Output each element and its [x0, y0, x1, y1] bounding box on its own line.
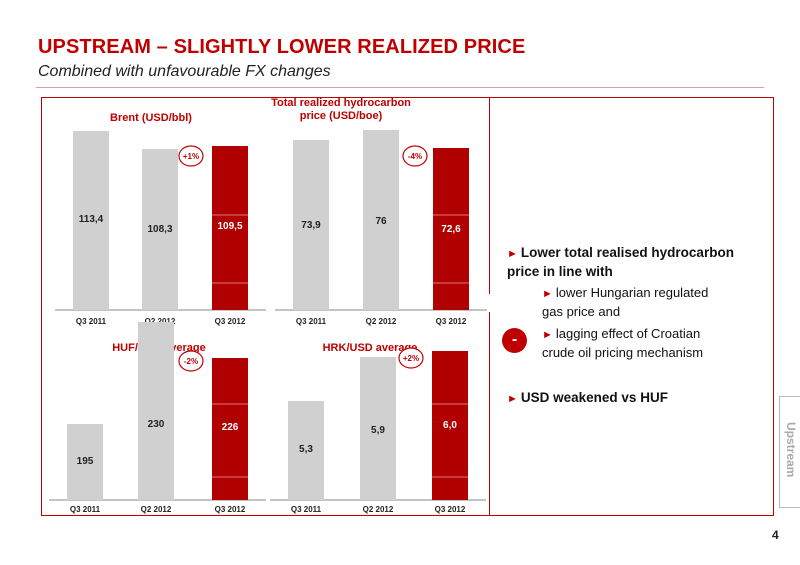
chart-tick-label: Q2 2012 [363, 505, 394, 514]
chart-data-label: 76 [375, 216, 387, 227]
chart-data-label: 113,4 [79, 214, 104, 225]
bullet-sub-1: ► lower Hungarian regulated gas price and [542, 284, 708, 321]
bullet-arrow-icon: ► [507, 248, 518, 260]
bullet-sub-2-line1: lagging effect of Croatian [555, 326, 701, 341]
chart-bar [360, 357, 396, 500]
chart-title-line2: price (USD/boe) [300, 110, 383, 122]
chart-bar [67, 424, 103, 500]
chart-tick-label: Q3 2012 [215, 317, 246, 326]
panel-divider-bottom [489, 312, 490, 516]
chart-data-label: 72,6 [441, 224, 461, 235]
section-tab[interactable] [779, 396, 800, 508]
chart-tick-label: Q3 2012 [215, 505, 246, 514]
chart-data-label: 108,3 [147, 224, 172, 235]
chart-title: Brent (USD/bbl) [110, 112, 192, 124]
chart-bar [212, 358, 248, 500]
negative-impact-badge: - [502, 328, 527, 353]
chart-tick-label: Q3 2011 [291, 505, 322, 514]
bullet-main-2-text: USD weakened vs HUF [520, 390, 668, 405]
content-frame [41, 97, 774, 516]
change-badge [178, 145, 204, 167]
chart-bar [73, 131, 109, 310]
bullet-sub-2: ► lagging effect of Croatian crude oil pr… [542, 325, 703, 362]
chart-tick-label: Q3 2011 [296, 317, 327, 326]
bullet-main-1-line2: price in line with [507, 264, 613, 279]
bullet-arrow-icon: ► [542, 329, 553, 341]
bullet-main-1-line1: Lower total realised hydrocarbon [520, 245, 734, 260]
chart-bar [363, 130, 399, 310]
chart-bar [293, 140, 329, 310]
chart-title-line1: Total realized hydrocarbon [271, 97, 411, 109]
chart-tick-label: Q2 2012 [145, 317, 176, 326]
chart-bar [142, 149, 178, 310]
chart-data-label: 5,9 [371, 425, 385, 436]
bullet-main-1: ► Lower total realised hydrocarbon price … [507, 244, 734, 281]
section-tab-label: Upstream [784, 422, 798, 478]
panel-divider-top [489, 97, 490, 294]
change-badge-label: +1% [183, 152, 199, 161]
chart-data-label: 109,5 [217, 221, 242, 232]
chart-tick-label: Q3 2011 [70, 505, 101, 514]
page-subtitle: Combined with unfavourable FX changes [38, 63, 331, 80]
chart-bar [432, 351, 468, 500]
chart-data-label: 73,9 [301, 220, 321, 231]
change-badge-label: +2% [403, 354, 419, 363]
chart-tick-label: Q2 2012 [141, 505, 172, 514]
chart-tick-label: Q3 2012 [436, 317, 467, 326]
chart-data-label: 226 [222, 422, 239, 433]
chart-tick-label: Q3 2012 [435, 505, 466, 514]
bullet-arrow-icon: ► [507, 393, 518, 405]
change-badge-label: -2% [184, 357, 198, 366]
page-title: UPSTREAM – SLIGHTLY LOWER REALIZED PRICE [38, 36, 526, 58]
change-badge [402, 145, 428, 167]
chart-tick-label: Q2 2012 [366, 317, 397, 326]
bullet-sub-1-line1: lower Hungarian regulated [555, 285, 709, 300]
change-badge-label: -4% [408, 152, 422, 161]
chart-bar [288, 401, 324, 500]
bullet-sub-2-line2: crude oil pricing mechanism [542, 345, 704, 360]
bullet-main-2: ► USD weakened vs HUF [507, 389, 668, 408]
chart-tick-label: Q3 2011 [76, 317, 107, 326]
change-badge [398, 347, 424, 369]
header-divider [36, 87, 764, 88]
bullet-sub-1-line2: gas price and [542, 304, 621, 319]
chart-data-label: 6,0 [443, 420, 457, 431]
chart-title: HRK/USD average [323, 342, 418, 354]
change-badge [178, 350, 204, 372]
chart-data-label: 195 [77, 456, 94, 467]
bullet-arrow-icon: ► [542, 288, 553, 300]
page-number: 4 [772, 528, 779, 542]
chart-data-label: 230 [148, 419, 165, 430]
chart-data-label: 5,3 [299, 444, 313, 455]
chart-bar [138, 322, 174, 500]
